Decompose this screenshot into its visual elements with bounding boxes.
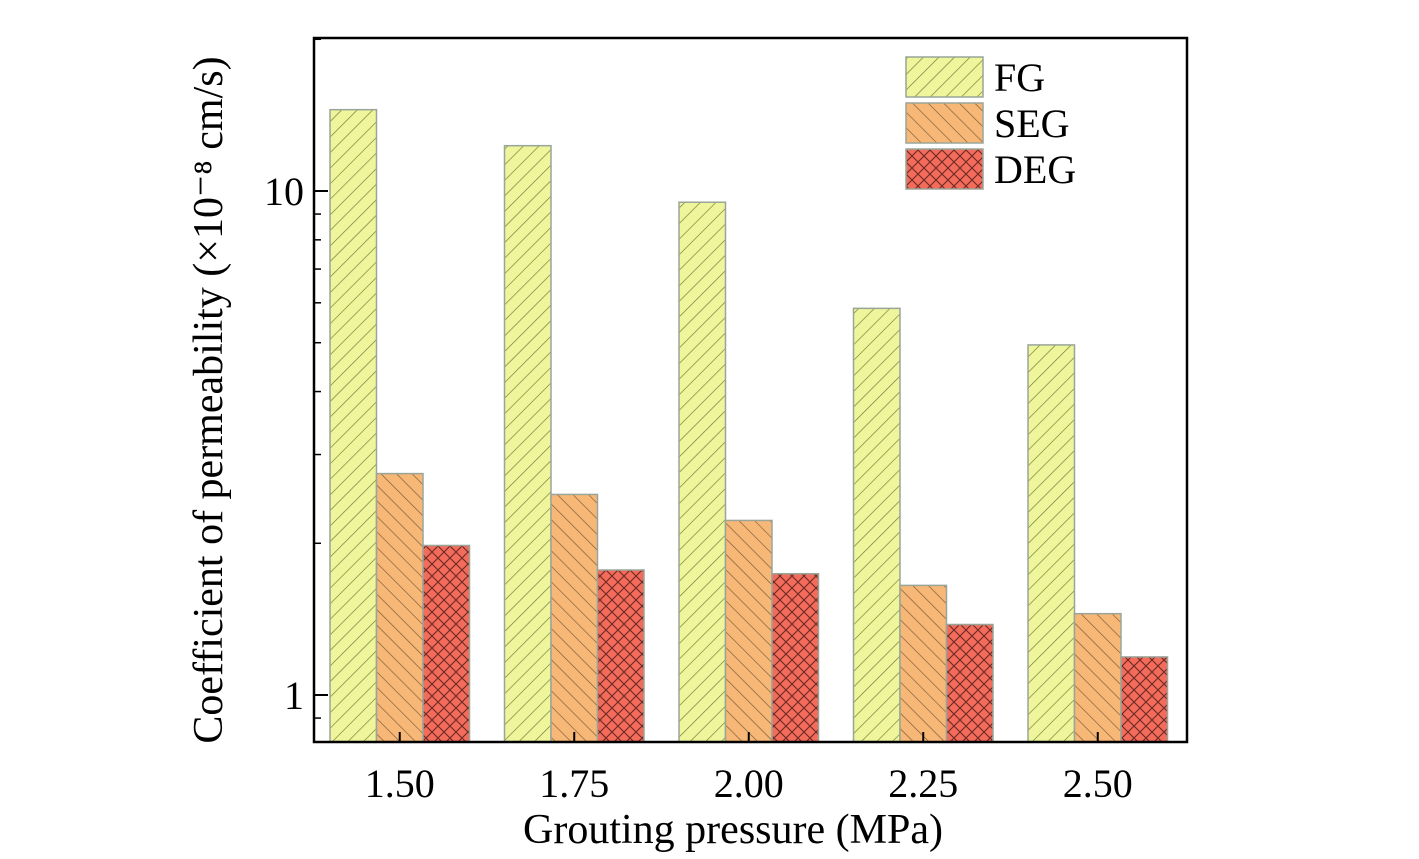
y-tick-label: 10 (264, 169, 304, 214)
bar-fg-1.75 (503, 144, 552, 743)
y-axis-label: Coefficient of permeability (×10⁻⁸ cm/s) (186, 56, 232, 743)
bars-layer (329, 108, 1169, 743)
axes-layer: 1 10 1.50 1.75 2.00 2.25 2.50 (264, 36, 1189, 806)
bar-deg-2.25 (945, 623, 994, 743)
bar-deg-1.75 (596, 569, 645, 743)
legend-swatch-deg (905, 148, 984, 190)
legend-label-seg: SEG (994, 101, 1070, 146)
x-axis-label: Grouting pressure (MPa) (523, 807, 943, 853)
bar-fg-2.50 (1027, 344, 1076, 743)
legend-label-deg: DEG (994, 147, 1076, 192)
bar-fg-2.25 (852, 307, 901, 743)
legend-swatch-seg (905, 102, 984, 144)
x-tick-label: 2.50 (1063, 761, 1133, 806)
y-tick-label: 1 (284, 673, 304, 718)
x-tick-label: 2.00 (714, 761, 784, 806)
plot-frame (312, 36, 1189, 744)
bar-seg-1.75 (550, 493, 599, 743)
x-tick-label: 2.25 (888, 761, 958, 806)
bar-seg-2.50 (1073, 612, 1122, 743)
bar-seg-1.50 (375, 472, 424, 743)
legend-swatch-fg (905, 56, 984, 98)
bar-fg-2.00 (678, 201, 727, 743)
bar-deg-1.50 (422, 544, 471, 743)
x-tick-label: 1.75 (539, 761, 609, 806)
legend-label-fg: FG (994, 55, 1045, 100)
bar-seg-2.25 (899, 584, 948, 743)
bar-fg-1.50 (329, 108, 378, 743)
bar-seg-2.00 (724, 519, 773, 743)
x-tick-label: 1.50 (365, 761, 435, 806)
bar-deg-2.50 (1120, 656, 1169, 743)
bar-deg-2.00 (771, 573, 820, 743)
